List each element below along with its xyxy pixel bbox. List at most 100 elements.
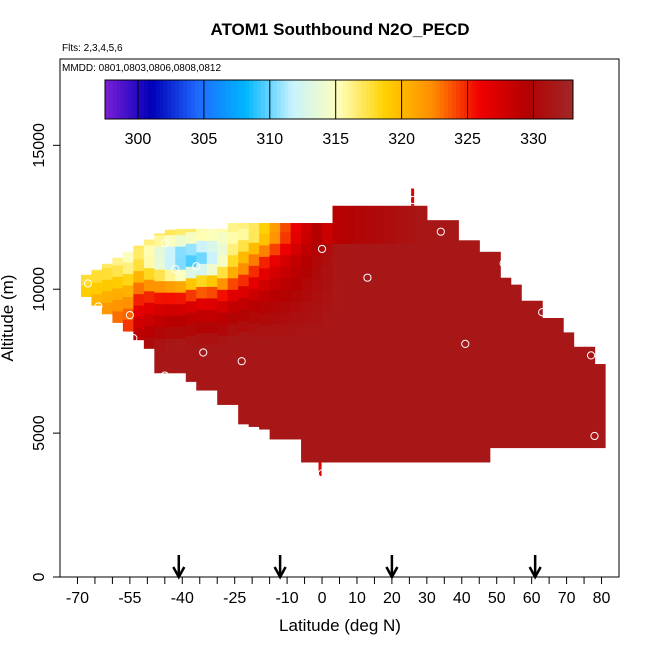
x-tick-label: 50 (488, 590, 506, 607)
colorbar-swatch (175, 80, 180, 119)
heatmap-cell (437, 289, 449, 302)
heatmap-cell (311, 335, 323, 348)
heatmap-cell (259, 313, 271, 326)
heatmap-cell (531, 300, 543, 310)
heatmap-cell (248, 334, 260, 347)
heatmap-cell (342, 266, 355, 279)
heatmap-cell (479, 450, 491, 463)
heatmap-cell (437, 231, 449, 244)
heatmap-cell (269, 392, 281, 405)
heatmap-cell (269, 381, 281, 394)
colorbar-swatch (190, 80, 196, 119)
heatmap-cell (259, 348, 271, 361)
colorbar-swatch (116, 80, 122, 119)
heatmap-cell (206, 263, 218, 276)
heatmap-cell (384, 323, 396, 336)
heatmap-cell (217, 228, 229, 233)
colorbar-swatch (249, 80, 254, 119)
heatmap-cell (405, 335, 417, 348)
y-tick-label: 0 (31, 572, 48, 581)
heatmap-cell (206, 240, 218, 253)
heatmap-cell (353, 220, 365, 233)
heatmap-cell (489, 401, 501, 414)
heatmap-cell (164, 326, 176, 339)
heatmap-cell (217, 312, 229, 325)
colorbar-swatch (245, 80, 250, 119)
heatmap-cell (101, 267, 113, 280)
heatmap-cell (248, 242, 260, 255)
colorbar-tick-label: 300 (125, 131, 152, 148)
heatmap-cell (374, 438, 386, 451)
heatmap-cell (416, 208, 428, 221)
heatmap-cell (584, 378, 596, 391)
heatmap-cell (154, 233, 166, 236)
heatmap-cell (458, 438, 470, 451)
heatmap-cell (112, 287, 124, 300)
heatmap-cell (395, 369, 407, 382)
heatmap-cell (510, 378, 522, 391)
heatmap-cell (332, 346, 344, 359)
heatmap-cell (426, 392, 438, 405)
heatmap-cell (280, 254, 292, 267)
heatmap-cell (353, 450, 365, 463)
heatmap-cell (342, 392, 355, 405)
colorbar-swatch (229, 80, 235, 119)
heatmap-cell (143, 325, 155, 338)
heatmap-cell (363, 450, 376, 463)
heatmap-cell (468, 277, 480, 290)
heatmap-cell (353, 312, 365, 325)
heatmap-cell (154, 303, 166, 316)
heatmap-cell (101, 263, 113, 269)
heatmap-cell (468, 404, 480, 417)
heatmap-cell (154, 280, 166, 293)
heatmap-cell (332, 277, 344, 290)
heatmap-cell (175, 326, 187, 339)
heatmap-cell (332, 266, 344, 279)
colorbar-tick-label: 320 (388, 131, 415, 148)
heatmap-cell (374, 208, 386, 221)
heatmap-cell (363, 289, 376, 302)
colorbar-swatch (194, 80, 200, 119)
colorbar-swatch (413, 80, 418, 119)
heatmap-cell (353, 205, 365, 210)
heatmap-cell (458, 427, 470, 440)
heatmap-cell (143, 336, 155, 349)
heatmap-cell (301, 404, 313, 417)
colorbar-swatch (467, 80, 473, 119)
heatmap-cell (363, 300, 376, 313)
heatmap-cell (374, 205, 386, 210)
heatmap-cell (447, 415, 459, 428)
heatmap-cell (405, 450, 417, 463)
heatmap-cell (437, 438, 449, 451)
colorbar-swatch (420, 80, 426, 119)
heatmap-cell (384, 205, 396, 210)
heatmap-cell (500, 286, 512, 299)
heatmap-cell (238, 343, 250, 356)
colorbar-swatch (206, 80, 211, 119)
heatmap-cell (259, 405, 271, 419)
colorbar-swatch (159, 80, 164, 119)
heatmap-cell (164, 280, 176, 293)
heatmap-cell (405, 243, 417, 256)
observation-point (586, 351, 596, 360)
heatmap-cell (374, 312, 386, 325)
observation-point (590, 431, 599, 441)
colorbar-swatch (155, 80, 161, 119)
heatmap-cell (342, 346, 355, 359)
heatmap-cell (384, 415, 396, 428)
heatmap-cell (363, 381, 376, 394)
heatmap-cell (426, 438, 438, 451)
y-tick-label: 10000 (31, 267, 48, 312)
heatmap-cell (290, 381, 302, 394)
heatmap-cell (584, 389, 596, 403)
heatmap-cell (175, 228, 187, 236)
heatmap-cell (259, 279, 271, 292)
heatmap-cell (374, 300, 386, 313)
heatmap-cell (584, 355, 596, 368)
colorbar-swatch (498, 80, 504, 119)
heatmap-cell (395, 392, 407, 405)
colorbar-swatch (537, 80, 543, 119)
heatmap-cell (573, 366, 585, 380)
heatmap-cell (468, 323, 480, 336)
heatmap-cell (489, 332, 501, 345)
